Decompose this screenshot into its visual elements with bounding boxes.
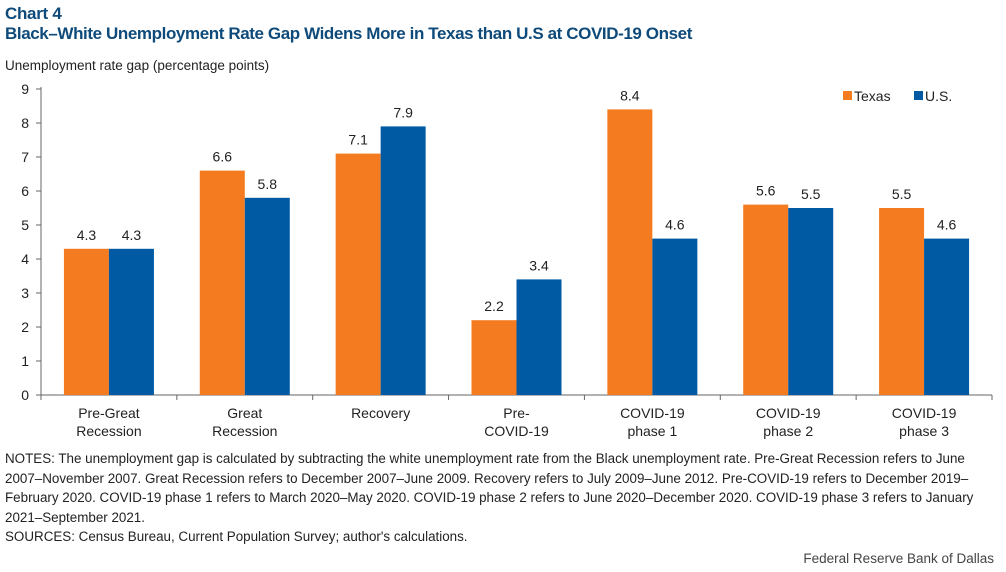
bar-us (516, 279, 562, 395)
y-tick-label: 5 (21, 217, 29, 233)
x-tick-label: COVID-19 (620, 405, 685, 421)
data-label: 5.5 (801, 186, 821, 202)
bar-us (380, 126, 426, 396)
bar-us (924, 238, 970, 395)
data-label: 4.6 (665, 217, 685, 233)
y-tick-label: 8 (21, 115, 29, 131)
data-label: 8.4 (620, 87, 640, 103)
chart-number: Chart 4 (5, 4, 62, 23)
data-label: 4.6 (937, 217, 957, 233)
notes-section: NOTES: The unemployment gap is calculate… (5, 449, 1000, 547)
x-tick-label: Great (227, 405, 262, 421)
bar-us (652, 238, 698, 395)
x-tick-label: Pre-Great (78, 405, 140, 421)
sources-text: SOURCES: Census Bureau, Current Populati… (5, 529, 468, 545)
y-tick-label: 4 (21, 251, 29, 267)
bar-texas (199, 170, 245, 395)
source-credit: Federal Reserve Bank of Dallas (803, 551, 994, 566)
data-label: 2.2 (484, 298, 504, 314)
y-tick-label: 1 (21, 353, 29, 369)
legend-label: U.S. (925, 88, 952, 104)
legend-swatch (914, 91, 923, 100)
x-tick-label: COVID-19 (484, 423, 549, 439)
x-tick-label: phase 2 (763, 423, 813, 439)
bar-texas (743, 204, 789, 395)
bar-us (244, 197, 290, 395)
y-tick-label: 0 (21, 387, 29, 403)
data-label: 5.6 (756, 183, 776, 199)
data-label: 7.1 (348, 132, 368, 148)
y-tick-label: 6 (21, 183, 29, 199)
data-label: 4.3 (122, 227, 142, 243)
legend-swatch (843, 91, 852, 100)
data-label: 7.9 (393, 104, 413, 120)
x-tick-label: Pre- (503, 405, 530, 421)
data-label: 5.5 (892, 186, 912, 202)
bar-texas (607, 109, 653, 396)
x-tick-label: phase 1 (627, 423, 677, 439)
bar-texas (471, 320, 517, 395)
y-tick-label: 3 (21, 285, 29, 301)
y-tick-label: 2 (21, 319, 29, 335)
notes-text: NOTES: The unemployment gap is calculate… (5, 451, 974, 525)
y-tick-label: 9 (21, 81, 29, 97)
y-tick-label: 7 (21, 149, 29, 165)
x-tick-label: Recession (76, 423, 141, 439)
legend-label: Texas (854, 88, 891, 104)
x-tick-label: COVID-19 (756, 405, 821, 421)
data-label: 3.4 (529, 257, 549, 273)
data-label: 6.6 (213, 149, 233, 165)
bar-us (788, 208, 834, 395)
x-tick-label: Recovery (351, 405, 410, 421)
y-axis-title: Unemployment rate gap (percentage points… (5, 58, 270, 73)
bar-texas (879, 208, 925, 395)
x-tick-label: COVID-19 (892, 405, 957, 421)
bar-us (108, 248, 154, 395)
data-label: 4.3 (77, 227, 97, 243)
bar-texas (335, 153, 381, 395)
x-tick-label: phase 3 (899, 423, 949, 439)
bar-texas (63, 248, 109, 395)
data-label: 5.8 (258, 176, 278, 192)
chart-title: Black–White Unemployment Rate Gap Widens… (5, 24, 692, 43)
x-tick-label: Recession (212, 423, 277, 439)
